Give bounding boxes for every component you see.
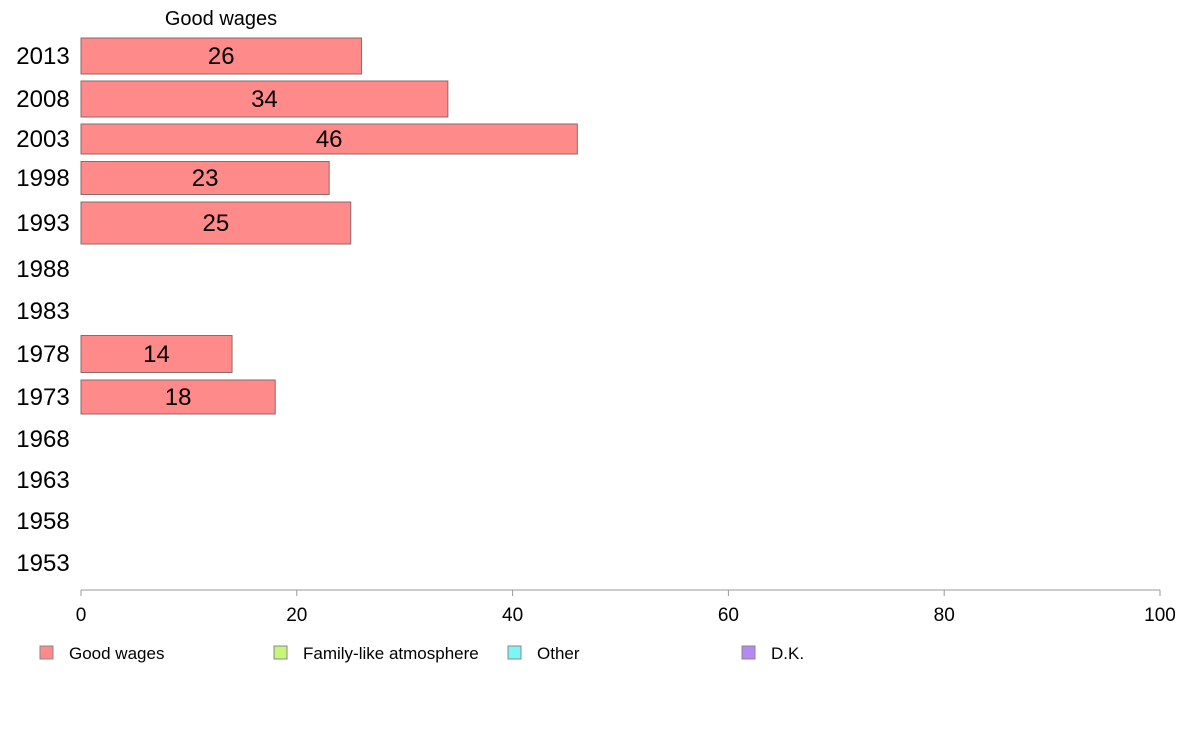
data-label-1978: 14: [143, 341, 170, 368]
bar-2008: [80, 80, 449, 118]
bars: [80, 37, 578, 415]
year-label-1998: 1998: [16, 165, 69, 192]
bar-2013: [80, 37, 363, 75]
legend-swatch-other: [507, 645, 522, 660]
data-label-2008: 34: [251, 86, 278, 113]
year-label-1953: 1953: [16, 550, 69, 577]
x-tick-label-20: 20: [286, 605, 307, 626]
legend-label-other: Other: [537, 644, 580, 663]
chart-title: Good wages: [165, 8, 277, 30]
bar-2003: [80, 123, 578, 155]
data-label-1998: 23: [192, 165, 219, 192]
year-label-1968: 1968: [16, 426, 69, 453]
legend-swatch-d-k: [741, 645, 756, 660]
bar-1973: [80, 379, 276, 415]
year-label-1993: 1993: [16, 210, 69, 237]
data-label-2003: 46: [316, 126, 343, 153]
year-label-1983: 1983: [16, 298, 69, 325]
legend-label-good-wages: Good wages: [69, 644, 164, 663]
year-label-2013: 2013: [16, 43, 69, 70]
year-label-1973: 1973: [16, 384, 69, 411]
legend-label-family-like-atmosphere: Family-like atmosphere: [303, 644, 479, 663]
bar-1978: [80, 335, 233, 373]
year-labels: 2013 2008 2003 1998 1993 1988 1983 1978 1973 1968…: [16, 43, 69, 577]
x-tick-label-100: 100: [1144, 605, 1176, 626]
legend: Good wages Family-like atmosphere Other D.K…: [39, 644, 804, 663]
x-ticks: 0 20 40 60 80 100: [76, 590, 1176, 626]
data-label-2013: 26: [208, 43, 235, 70]
x-tick-label-40: 40: [502, 605, 523, 626]
year-label-1963: 1963: [16, 467, 69, 494]
legend-label-d-k: D.K.: [771, 644, 804, 663]
bar-1998: [80, 161, 330, 195]
data-label-1973: 18: [165, 384, 192, 411]
data-labels: 26 34 46 23 25 14 18: [143, 43, 342, 411]
year-label-1958: 1958: [16, 508, 69, 535]
legend-swatch-family-like-atmosphere: [273, 645, 288, 660]
x-tick-label-80: 80: [934, 605, 955, 626]
legend-swatch-good-wages: [39, 645, 54, 660]
x-tick-label-60: 60: [718, 605, 739, 626]
data-label-1993: 25: [203, 210, 230, 237]
year-label-1988: 1988: [16, 256, 69, 283]
year-label-2008: 2008: [16, 86, 69, 113]
year-label-1978: 1978: [16, 341, 69, 368]
x-tick-label-0: 0: [76, 605, 87, 626]
year-label-2003: 2003: [16, 126, 69, 153]
bar-1993: [80, 201, 352, 245]
